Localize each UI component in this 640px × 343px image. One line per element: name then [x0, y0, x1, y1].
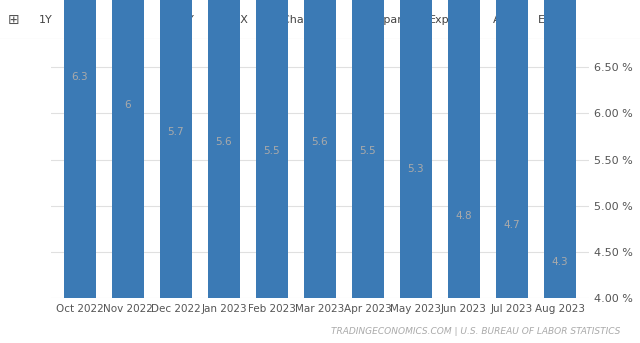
Text: 5.6: 5.6 [312, 137, 328, 147]
Bar [401, 0, 431, 298]
Bar [305, 0, 335, 298]
Text: Export: Export [429, 15, 465, 25]
Text: 5.6: 5.6 [216, 137, 232, 147]
Text: 6.3: 6.3 [72, 72, 88, 82]
Text: ⊞: ⊞ [8, 13, 19, 27]
Text: Compare: Compare [358, 15, 409, 25]
Bar [545, 0, 575, 298]
Bar [257, 0, 287, 298]
Text: 5.5: 5.5 [360, 146, 376, 156]
Text: 4.8: 4.8 [456, 211, 472, 221]
Text: 5.5: 5.5 [264, 146, 280, 156]
Text: 5Y: 5Y [77, 15, 90, 25]
Text: API: API [493, 15, 511, 25]
Text: 1Y: 1Y [38, 15, 52, 25]
Bar [449, 0, 479, 298]
Bar [497, 0, 527, 298]
Text: 10Y: 10Y [122, 15, 142, 25]
Text: Chart ▾: Chart ▾ [282, 15, 321, 25]
Text: 6: 6 [125, 99, 131, 110]
Text: 5.3: 5.3 [408, 164, 424, 174]
Bar [161, 0, 191, 298]
Bar [353, 0, 383, 298]
Text: MAX: MAX [224, 15, 249, 25]
Text: Embed: Embed [538, 15, 577, 25]
Bar [65, 0, 95, 298]
Text: TRADINGECONOMICS.COM | U.S. BUREAU OF LABOR STATISTICS: TRADINGECONOMICS.COM | U.S. BUREAU OF LA… [332, 327, 621, 336]
Text: 4.3: 4.3 [552, 257, 568, 267]
Text: 25Y: 25Y [173, 15, 194, 25]
Bar [113, 0, 143, 298]
Bar [209, 0, 239, 298]
Text: 5.7: 5.7 [168, 127, 184, 138]
Text: 4.7: 4.7 [504, 220, 520, 230]
